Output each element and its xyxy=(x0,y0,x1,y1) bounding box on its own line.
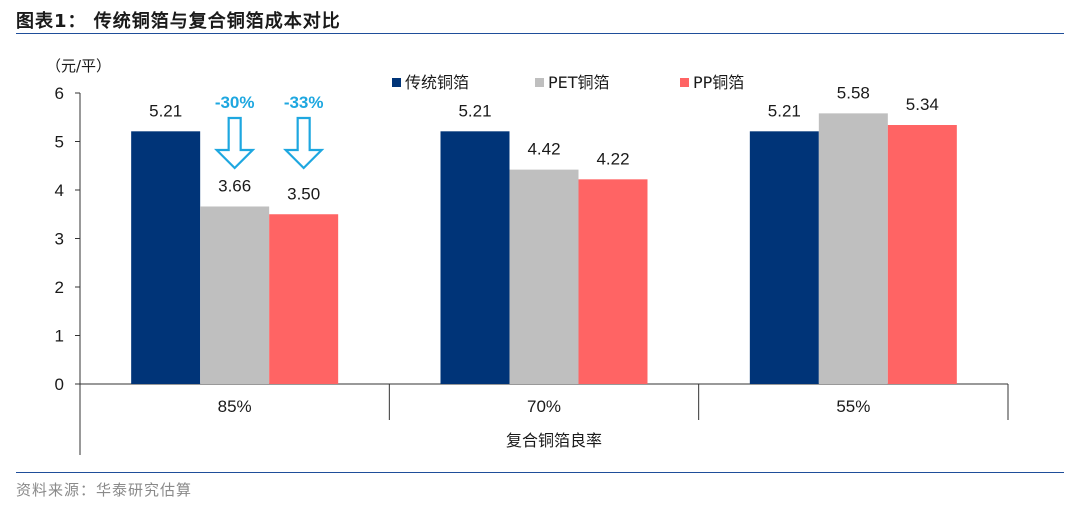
x-axis-title: 复合铜箔良率 xyxy=(506,431,602,450)
x-tick-label: 70% xyxy=(527,397,561,416)
legend-label: PP铜箔 xyxy=(693,73,744,92)
bar xyxy=(887,125,957,384)
change-annotation: -30% xyxy=(215,93,255,112)
y-tick-label: 2 xyxy=(55,278,64,297)
down-arrow-icon xyxy=(214,116,256,170)
footer-rule xyxy=(16,472,1064,473)
legend-label: 传统铜箔 xyxy=(405,73,469,92)
bar-value-label: 5.58 xyxy=(837,83,870,102)
bar xyxy=(509,169,579,384)
bar xyxy=(200,206,270,384)
y-tick-label: 0 xyxy=(55,375,64,394)
y-tick-label: 6 xyxy=(55,84,64,103)
legend-swatch xyxy=(680,78,689,87)
bar-value-label: 3.66 xyxy=(218,176,251,195)
bar xyxy=(749,131,819,384)
page-title: 图表1： 传统铜箔与复合铜箔成本对比 xyxy=(16,11,341,32)
bar-value-label: 3.50 xyxy=(287,184,320,203)
bar xyxy=(440,131,510,384)
bar-value-label: 5.21 xyxy=(149,101,182,120)
down-arrow-icon xyxy=(283,116,325,170)
y-tick-label: 4 xyxy=(55,181,64,200)
legend-swatch xyxy=(392,78,401,87)
legend-swatch xyxy=(535,78,544,87)
bar xyxy=(269,214,339,384)
source-note: 资料来源：华泰研究估算 xyxy=(16,481,193,499)
change-annotation: -33% xyxy=(284,93,324,112)
bar-value-label: 5.21 xyxy=(768,101,801,120)
bar xyxy=(578,179,648,384)
y-tick-label: 1 xyxy=(55,327,64,346)
bar-value-label: 4.42 xyxy=(527,140,560,159)
header-rule xyxy=(16,33,1064,34)
bar xyxy=(818,113,888,385)
y-tick-label: 5 xyxy=(55,133,64,152)
bar-value-label: 5.21 xyxy=(458,101,491,120)
x-tick-label: 55% xyxy=(836,397,870,416)
bar-value-label: 5.34 xyxy=(906,95,939,114)
bar-value-label: 4.22 xyxy=(596,149,629,168)
bar xyxy=(131,131,201,384)
y-unit-label: （元/平） xyxy=(46,57,111,75)
x-tick-label: 85% xyxy=(218,397,252,416)
y-tick-label: 3 xyxy=(55,230,64,249)
legend-label: PET铜箔 xyxy=(548,73,610,92)
